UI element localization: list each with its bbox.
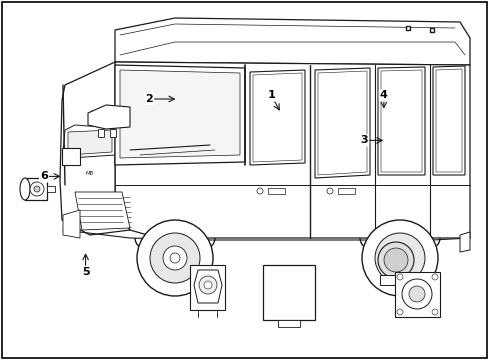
Text: 3: 3 [360, 135, 367, 145]
Circle shape [383, 248, 407, 272]
Circle shape [377, 242, 413, 278]
Circle shape [326, 188, 332, 194]
Polygon shape [190, 265, 224, 310]
Polygon shape [115, 18, 469, 65]
Circle shape [163, 246, 186, 270]
Polygon shape [47, 186, 55, 192]
Polygon shape [194, 270, 222, 303]
Polygon shape [459, 232, 469, 252]
Circle shape [387, 246, 411, 270]
Polygon shape [267, 188, 285, 194]
Text: MB: MB [86, 171, 94, 176]
Circle shape [150, 233, 200, 283]
Polygon shape [120, 70, 240, 158]
Circle shape [203, 281, 212, 289]
Polygon shape [249, 70, 305, 165]
Text: 5: 5 [81, 267, 89, 277]
Polygon shape [98, 129, 104, 137]
Circle shape [396, 309, 402, 315]
Polygon shape [379, 275, 411, 285]
Circle shape [199, 276, 217, 294]
Polygon shape [380, 70, 421, 172]
Circle shape [396, 274, 402, 280]
Polygon shape [314, 68, 369, 178]
Polygon shape [278, 320, 299, 327]
Polygon shape [377, 67, 424, 175]
Text: 2: 2 [145, 94, 153, 104]
Polygon shape [115, 65, 244, 165]
Polygon shape [317, 71, 366, 175]
Circle shape [137, 220, 213, 296]
Polygon shape [60, 62, 130, 235]
Circle shape [170, 253, 180, 263]
Circle shape [401, 279, 431, 309]
Circle shape [431, 309, 437, 315]
Circle shape [431, 274, 437, 280]
Polygon shape [68, 130, 112, 155]
Circle shape [34, 186, 40, 192]
Polygon shape [435, 69, 461, 172]
Polygon shape [110, 129, 116, 137]
Circle shape [408, 286, 424, 302]
Polygon shape [263, 265, 314, 320]
Polygon shape [63, 125, 115, 158]
Circle shape [257, 188, 263, 194]
Polygon shape [25, 178, 47, 200]
Ellipse shape [20, 178, 30, 200]
Polygon shape [337, 188, 354, 194]
Circle shape [361, 220, 437, 296]
Polygon shape [63, 210, 80, 238]
Polygon shape [62, 148, 80, 165]
Polygon shape [432, 66, 464, 175]
Polygon shape [394, 272, 439, 317]
Polygon shape [115, 62, 469, 240]
Text: 1: 1 [267, 90, 275, 100]
Polygon shape [75, 192, 130, 230]
Polygon shape [252, 73, 302, 162]
Polygon shape [88, 105, 130, 129]
Circle shape [30, 182, 44, 196]
Circle shape [374, 233, 424, 283]
Circle shape [394, 253, 404, 263]
Text: 4: 4 [379, 90, 387, 100]
Text: 6: 6 [40, 171, 48, 181]
